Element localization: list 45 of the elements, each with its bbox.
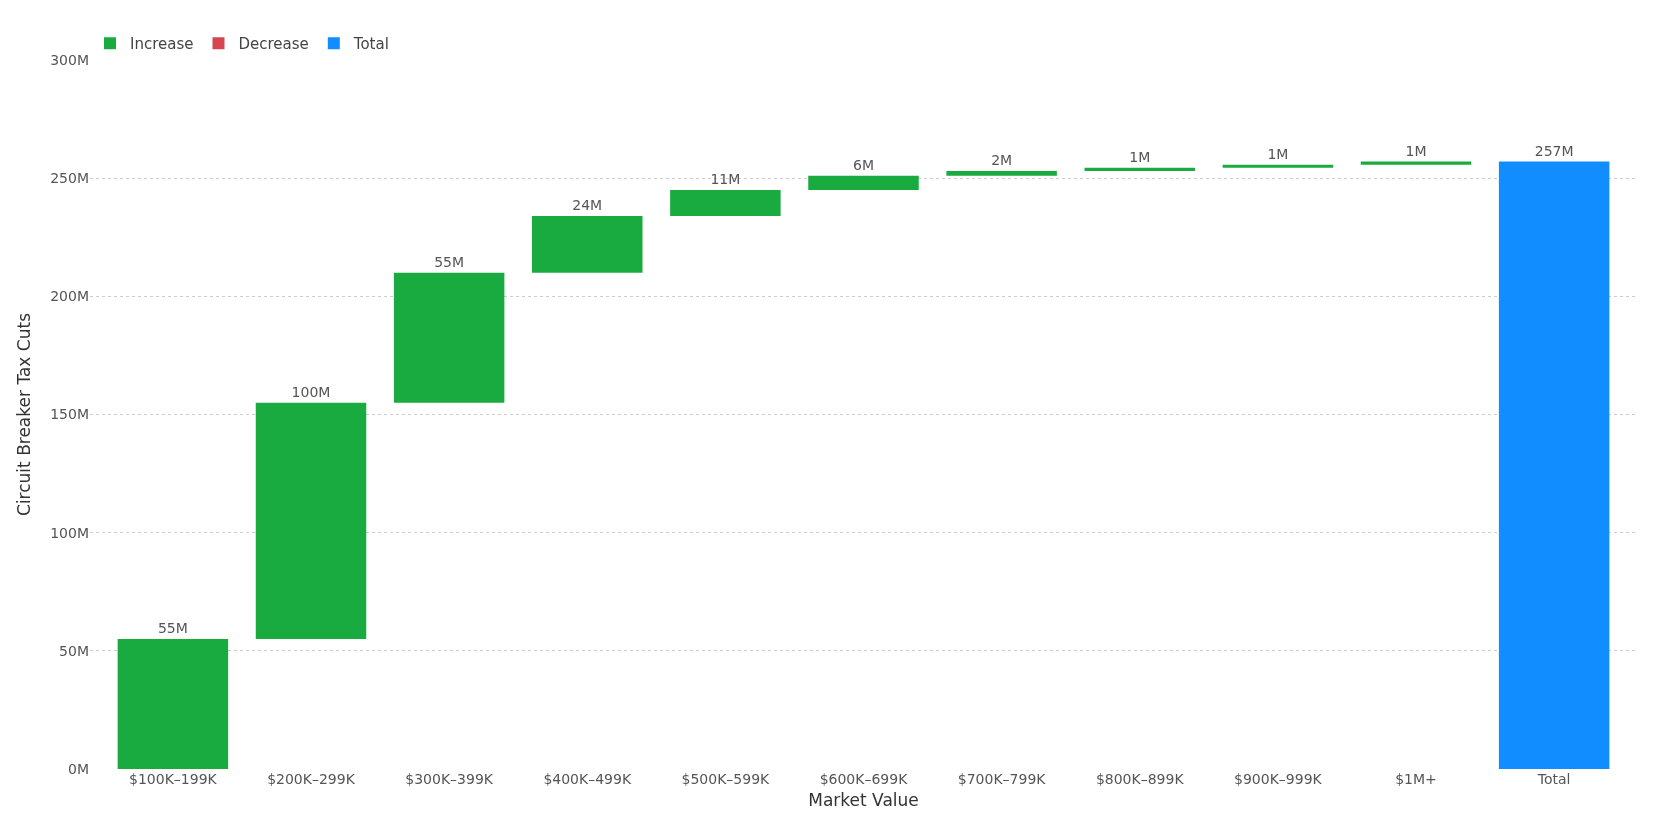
x-tick-label: $1M+ xyxy=(1395,771,1437,787)
legend-label: Increase xyxy=(130,35,194,54)
y-tick-label: 200M xyxy=(50,288,89,305)
bar xyxy=(255,402,367,640)
bar xyxy=(1498,161,1610,769)
data-label: 2M xyxy=(991,152,1013,169)
legend-label: Total xyxy=(352,35,389,54)
data-label: 1M xyxy=(1405,142,1427,159)
bar xyxy=(532,215,643,273)
x-tick-label: $100K–199K xyxy=(129,771,218,787)
legend-label: Decrease xyxy=(238,35,309,54)
data-label: 55M xyxy=(434,253,465,270)
bar xyxy=(393,272,505,403)
bar xyxy=(946,171,1057,176)
bar xyxy=(1222,164,1334,168)
bar xyxy=(1360,161,1472,165)
bar xyxy=(670,189,781,216)
y-tick-label: 300M xyxy=(50,51,89,68)
bar xyxy=(808,175,919,190)
x-tick-label: $200K–299K xyxy=(267,771,356,787)
x-tick-label: $400K–499K xyxy=(543,771,632,787)
y-tick-label: 100M xyxy=(50,524,89,541)
data-label: 257M xyxy=(1534,142,1574,159)
x-tick-label: $600K–699K xyxy=(819,771,909,787)
bar xyxy=(1084,167,1195,172)
y-tick-label: 0M xyxy=(68,760,89,777)
data-label: 100M xyxy=(291,383,331,400)
x-tick-label: $500K–599K xyxy=(681,771,771,787)
data-label: 55M xyxy=(157,620,188,637)
y-tick-label: 250M xyxy=(50,170,89,187)
y-tick-label: 50M xyxy=(59,642,89,659)
y-tick-label: 150M xyxy=(50,406,89,423)
bar xyxy=(117,639,229,769)
y-axis-title: Circuit Breaker Tax Cuts xyxy=(13,312,34,516)
x-tick-label: $700K–799K xyxy=(957,771,1047,787)
x-tick-label: $300K–399K xyxy=(405,771,494,787)
x-tick-label: $900K–999K xyxy=(1234,771,1323,787)
x-tick-label: Total xyxy=(1536,771,1571,787)
data-label: 1M xyxy=(1129,148,1151,165)
x-tick-label: $800K–899K xyxy=(1095,771,1185,787)
data-label: 6M xyxy=(853,156,874,173)
x-axis-title: Market Value xyxy=(808,790,919,811)
data-label: 24M xyxy=(572,196,603,213)
data-label: 1M xyxy=(1267,145,1289,162)
data-label: 11M xyxy=(710,170,741,187)
